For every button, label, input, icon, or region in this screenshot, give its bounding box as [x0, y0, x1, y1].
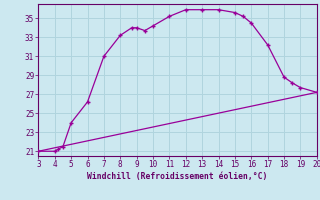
X-axis label: Windchill (Refroidissement éolien,°C): Windchill (Refroidissement éolien,°C): [87, 172, 268, 181]
